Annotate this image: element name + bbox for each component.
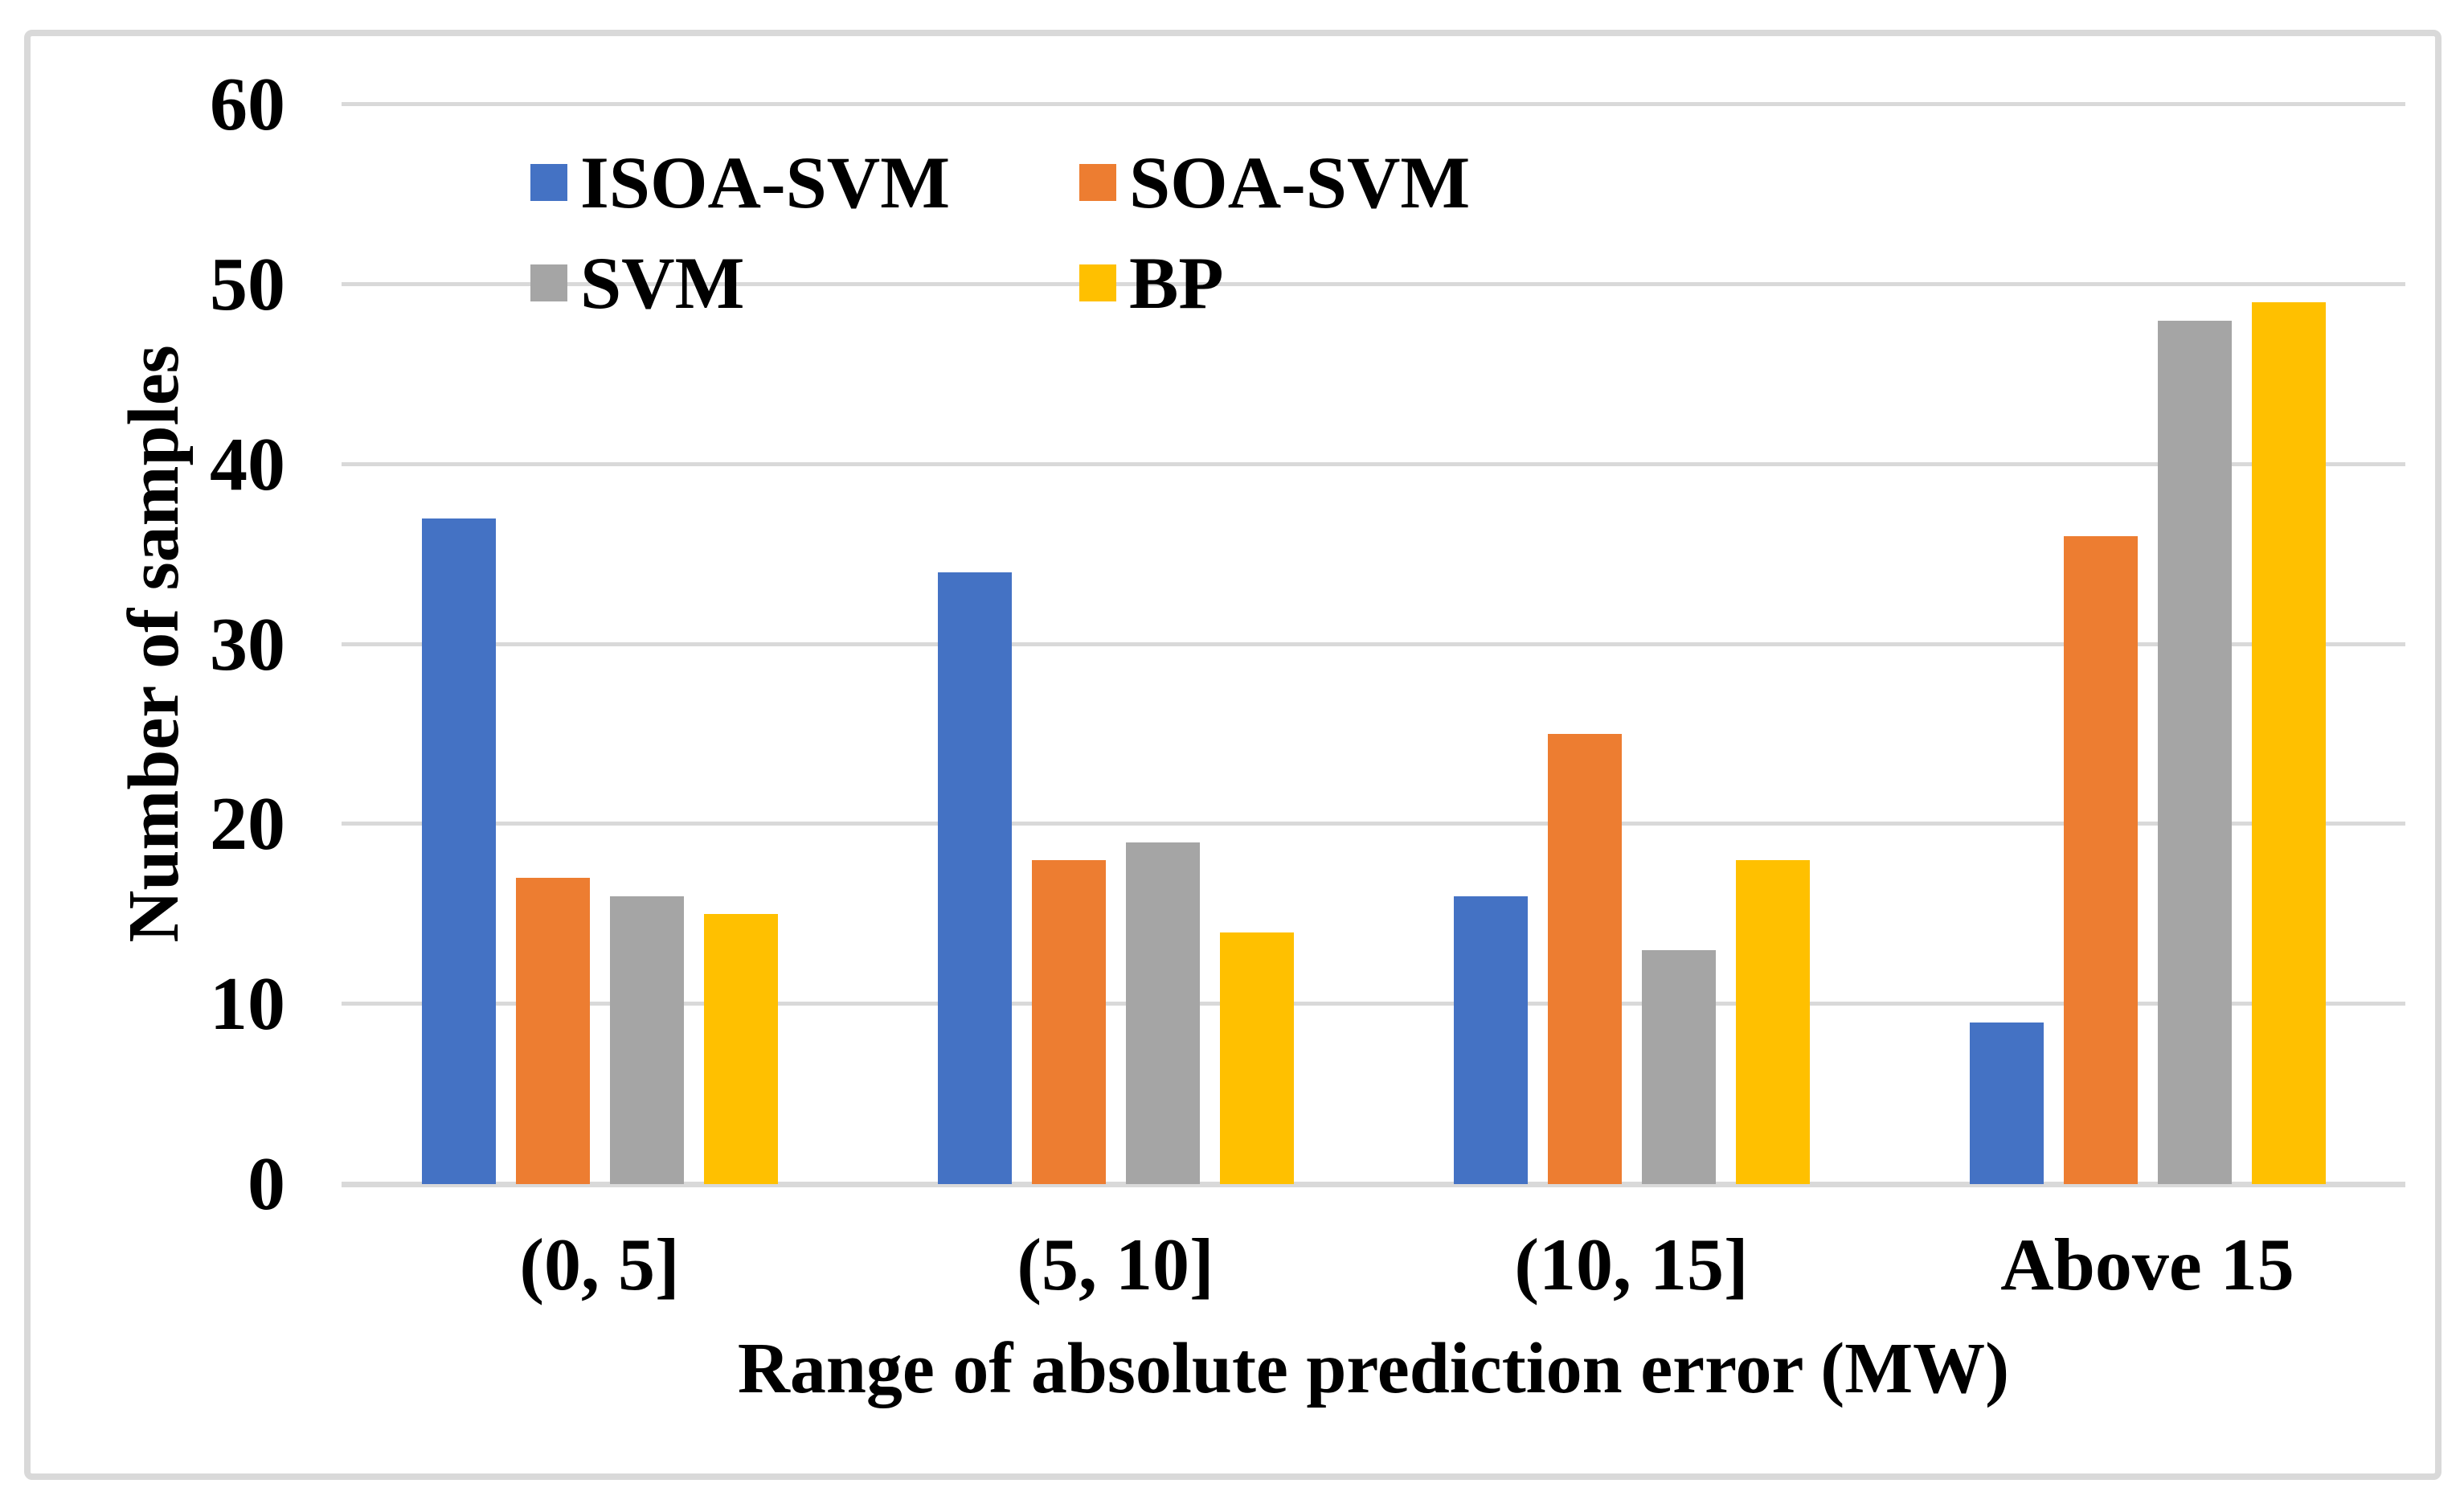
legend-swatch-icon	[530, 264, 567, 301]
bar-group	[342, 105, 857, 1184]
legend-item-isoa-svm: ISOA-SVM	[530, 145, 950, 219]
bar-group	[1889, 105, 2405, 1184]
gridline	[342, 822, 2405, 826]
gridline	[342, 1002, 2405, 1006]
y-tick-label: 10	[210, 962, 285, 1047]
bar-svm	[609, 895, 684, 1184]
gridline	[342, 461, 2405, 466]
bar-isoa-svm	[937, 572, 1012, 1184]
x-category-label: (5, 10]	[1017, 1223, 1214, 1305]
y-tick-label: 20	[210, 782, 285, 867]
legend-item-bp: BP	[1079, 246, 1224, 320]
x-category-label: (0, 5]	[519, 1223, 680, 1305]
bar-bp	[703, 914, 778, 1184]
legend-label: BP	[1129, 242, 1224, 324]
legend-label: SOA-SVM	[1129, 141, 1471, 223]
bar-bp	[2251, 302, 2326, 1184]
y-tick-label: 40	[210, 422, 285, 506]
bar-svm	[2157, 320, 2232, 1184]
y-tick-label: 0	[248, 1142, 285, 1226]
legend-label: SVM	[580, 242, 745, 324]
y-tick-label: 60	[210, 63, 285, 146]
bar-soa-svm	[1031, 860, 1106, 1184]
legend-swatch-icon	[530, 164, 567, 201]
x-axis-title: Range of absolute prediction error (MW)	[737, 1329, 2010, 1408]
bar-isoa-svm	[1453, 895, 1528, 1184]
y-tick-label: 30	[210, 602, 285, 686]
bar-soa-svm	[2063, 536, 2138, 1184]
gridline	[342, 281, 2405, 286]
legend-swatch-icon	[1079, 264, 1116, 301]
bar-soa-svm	[515, 878, 590, 1184]
x-axis-line	[342, 1182, 2405, 1187]
x-category-label: (10, 15]	[1514, 1223, 1749, 1305]
bar-svm	[1125, 842, 1200, 1184]
bar-soa-svm	[1547, 734, 1622, 1184]
bar-group	[1373, 105, 1889, 1184]
bar-group	[857, 105, 1373, 1184]
bar-bp	[1735, 860, 1810, 1184]
bar-isoa-svm	[421, 518, 496, 1184]
bar-svm	[1641, 950, 1716, 1184]
bar-isoa-svm	[1969, 1022, 2044, 1184]
legend-swatch-icon	[1079, 164, 1116, 201]
legend-item-soa-svm: SOA-SVM	[1079, 145, 1470, 219]
legend-label: ISOA-SVM	[580, 141, 951, 223]
y-tick-label: 50	[210, 242, 285, 326]
x-category-label: Above 15	[2000, 1223, 2294, 1305]
bar-bp	[1219, 932, 1294, 1184]
figure-border	[24, 30, 2441, 1480]
plot-area	[342, 102, 2405, 1187]
gridline	[342, 641, 2405, 646]
gridline	[342, 102, 2405, 106]
legend-item-svm: SVM	[530, 246, 744, 320]
